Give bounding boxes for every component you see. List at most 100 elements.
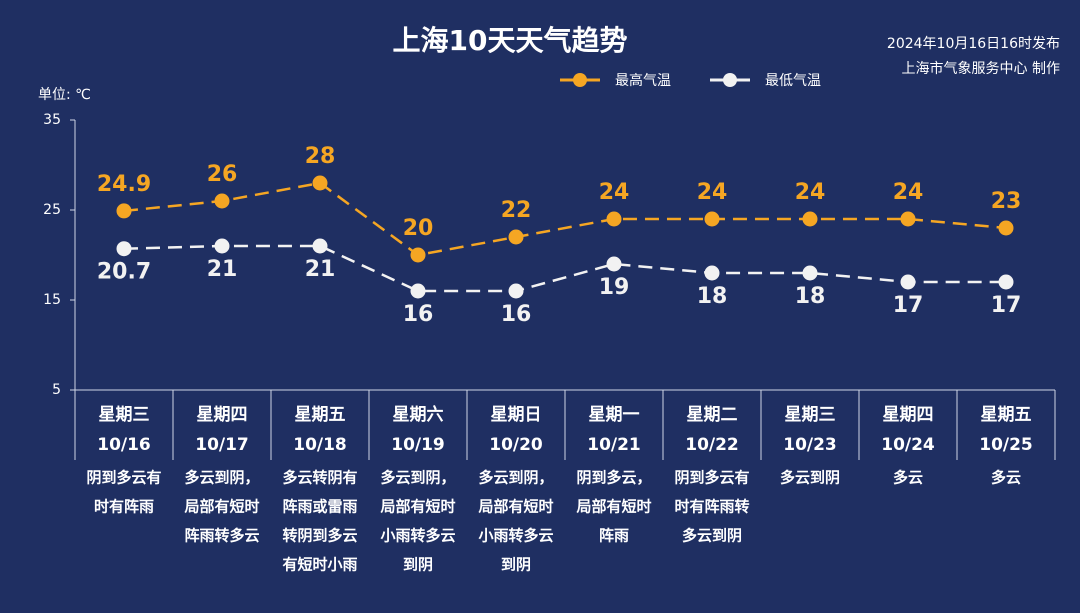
legend-label: 最高气温 [615,72,671,89]
weekday-label: 星期四 [883,405,934,425]
point [214,193,230,209]
data-label: 21 [207,257,238,282]
weather-description: 到阴 [501,556,531,574]
data-label: 23 [991,189,1022,214]
data-label: 24 [795,180,826,205]
data-label: 22 [501,198,532,223]
point [998,220,1014,236]
weather-description: 时有阵雨转 [674,498,749,516]
x-tick-label: 10/25 [979,435,1033,455]
data-label: 18 [795,284,826,309]
series-line [123,244,1006,293]
weather-description: 多云转阴有 [282,469,357,487]
y-tick-label: 35 [43,112,61,128]
x-tick-label: 10/24 [881,435,935,455]
data-label: 24 [599,180,630,205]
point [116,241,132,257]
weather-description: 多云到阴， [478,469,553,487]
data-label: 26 [207,162,238,187]
point [116,203,132,219]
weekday-label: 星期五 [295,405,346,425]
weather-description: 局部有短时 [477,498,553,516]
weather-description: 多云到阴 [780,469,840,487]
weekday-label: 星期六 [393,404,444,425]
weather-description: 到阴 [403,556,433,574]
y-tick-label: 25 [43,202,61,218]
weekday-label: 星期三 [99,405,150,425]
data-label: 24 [697,180,728,205]
data-label: 20 [403,216,434,241]
weather-description: 局部有短时 [183,498,259,516]
data-label: 18 [697,284,728,309]
legend-marker [723,73,737,87]
data-label: 16 [403,302,434,327]
data-label: 17 [893,293,924,318]
weather-description: 阴到多云， [576,469,651,487]
point [606,256,622,272]
unit-label: 单位: ℃ [38,87,91,103]
x-tick-label: 10/17 [195,435,249,455]
point [214,238,230,254]
data-label: 24.9 [97,172,151,197]
point [998,274,1014,290]
y-tick-label: 15 [43,292,61,308]
x-tick-label: 10/21 [587,435,641,455]
weather-description: 阵雨 [599,527,629,545]
weather-description: 阵雨转多云 [184,527,259,545]
x-tick-label: 10/23 [783,435,837,455]
point [410,283,426,299]
data-label: 17 [991,293,1022,318]
point [704,265,720,281]
weather-description: 时有阵雨 [94,498,154,516]
weather-description: 多云 [991,469,1021,487]
x-tick-label: 10/22 [685,435,739,455]
point [606,211,622,227]
weather-description: 阵雨或雷雨 [282,498,357,516]
weather-description: 阴到多云有 [86,469,161,487]
point [900,274,916,290]
x-tick-label: 10/18 [293,435,347,455]
weekday-label: 星期三 [785,405,836,425]
point [802,211,818,227]
point [508,229,524,245]
data-label: 19 [599,275,630,300]
point [312,238,328,254]
data-label: 21 [305,257,336,282]
weather-description: 小雨转多云 [380,527,455,545]
weather-description: 转阴到多云 [282,527,357,545]
point [410,247,426,263]
publisher: 上海市气象服务中心 制作 [902,60,1060,77]
weekday-label: 星期五 [981,405,1032,425]
weather-description: 多云到阴 [682,527,742,545]
publish-time: 2024年10月16日16时发布 [887,36,1060,52]
weather-description: 局部有短时 [379,498,455,516]
data-label: 16 [501,302,532,327]
chart-title: 上海10天天气趋势 [393,24,628,57]
weekday-label: 星期二 [687,405,738,425]
series-line [123,181,1007,257]
x-tick-label: 10/16 [97,435,151,455]
weekday-label: 星期一 [589,405,640,425]
weather-description: 多云到阴， [184,469,259,487]
y-tick-label: 5 [52,382,61,398]
weather-description: 局部有短时 [575,498,651,516]
weather-description: 有短时小雨 [282,556,357,574]
weekday-label: 星期日 [491,405,542,425]
weather-description: 多云 [893,469,923,487]
legend-marker [573,73,587,87]
weather-description: 小雨转多云 [478,527,553,545]
weekday-label: 星期四 [197,405,248,425]
weather-description: 阴到多云有 [674,469,749,487]
weather-description: 多云到阴， [380,469,455,487]
point [312,175,328,191]
data-label: 24 [893,180,924,205]
x-tick-label: 10/20 [489,435,543,455]
point [508,283,524,299]
x-tick-label: 10/19 [391,435,445,455]
point [704,211,720,227]
data-label: 28 [305,144,336,169]
data-label: 20.7 [97,260,151,285]
point [900,211,916,227]
